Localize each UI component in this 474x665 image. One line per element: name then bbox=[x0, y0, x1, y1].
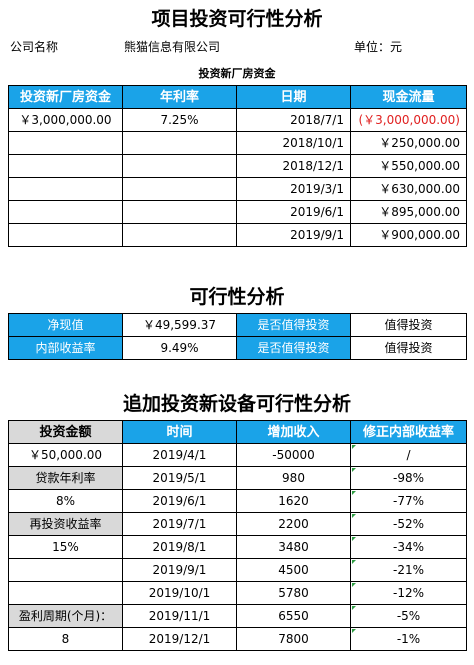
time-cell[interactable]: 2019/5/1 bbox=[122, 466, 237, 490]
mirr-cell[interactable]: -5% bbox=[350, 604, 467, 628]
worth-question: 是否值得投资 bbox=[236, 313, 351, 337]
left-cell[interactable] bbox=[8, 581, 123, 605]
worth-answer[interactable]: 值得投资 bbox=[350, 336, 467, 360]
npv-value[interactable]: ￥49,599.37 bbox=[122, 313, 237, 337]
income-cell[interactable]: 2200 bbox=[236, 512, 351, 536]
empty-cell[interactable] bbox=[122, 223, 237, 247]
time-cell[interactable]: 2019/6/1 bbox=[122, 489, 237, 513]
cash-cell[interactable]: ￥550,000.00 bbox=[350, 154, 467, 178]
worth-answer[interactable]: 值得投资 bbox=[350, 313, 467, 337]
header-cell: 增加收入 bbox=[236, 420, 351, 444]
income-cell[interactable]: 1620 bbox=[236, 489, 351, 513]
investment-amount[interactable]: ￥3,000,000.00 bbox=[8, 108, 123, 132]
page-title: 项目投资可行性分析 bbox=[151, 8, 323, 30]
cash-cell[interactable]: ￥250,000.00 bbox=[350, 131, 467, 155]
mirr-cell[interactable]: -1% bbox=[350, 627, 467, 651]
irr-value[interactable]: 9.49% bbox=[122, 336, 237, 360]
header-cell: 现金流量 bbox=[350, 85, 467, 109]
company-name: 熊猫信息有限公司 bbox=[124, 40, 221, 54]
cash-cell[interactable]: (￥3,000,000.00) bbox=[350, 108, 467, 132]
empty-cell[interactable] bbox=[122, 154, 237, 178]
income-cell[interactable]: 4500 bbox=[236, 558, 351, 582]
empty-cell[interactable] bbox=[8, 200, 123, 224]
left-cell[interactable]: ￥50,000.00 bbox=[8, 443, 123, 467]
empty-cell[interactable] bbox=[8, 223, 123, 247]
feasibility-table: 净现值 ￥49,599.37 是否值得投资 值得投资 内部收益率 9.49% 是… bbox=[8, 313, 467, 360]
time-cell[interactable]: 2019/10/1 bbox=[122, 581, 237, 605]
header-cell: 时间 bbox=[122, 420, 237, 444]
irr-label: 内部收益率 bbox=[8, 336, 123, 360]
left-cell[interactable]: 8% bbox=[8, 489, 123, 513]
empty-cell[interactable] bbox=[8, 177, 123, 201]
cash-cell[interactable]: ￥900,000.00 bbox=[350, 223, 467, 247]
left-cell[interactable]: 15% bbox=[8, 535, 123, 559]
income-cell[interactable]: -50000 bbox=[236, 443, 351, 467]
empty-cell[interactable] bbox=[122, 200, 237, 224]
left-cell[interactable] bbox=[8, 558, 123, 582]
income-cell[interactable]: 6550 bbox=[236, 604, 351, 628]
date-cell[interactable]: 2019/3/1 bbox=[236, 177, 351, 201]
date-cell[interactable]: 2019/6/1 bbox=[236, 200, 351, 224]
cash-cell[interactable]: ￥895,000.00 bbox=[350, 200, 467, 224]
cash-cell[interactable]: ￥630,000.00 bbox=[350, 177, 467, 201]
time-cell[interactable]: 2019/4/1 bbox=[122, 443, 237, 467]
investment-table: 投资新厂房资金 年利率 日期 现金流量 ￥3,000,000.00 7.25% … bbox=[8, 85, 467, 247]
header-cell: 投资新厂房资金 bbox=[8, 85, 123, 109]
date-cell[interactable]: 2018/7/1 bbox=[236, 108, 351, 132]
left-cell: 贷款年利率 bbox=[8, 466, 123, 490]
mirr-cell[interactable]: -98% bbox=[350, 466, 467, 490]
unit-label: 单位：元 bbox=[354, 40, 403, 54]
empty-cell[interactable] bbox=[122, 177, 237, 201]
mirr-cell[interactable]: -34% bbox=[350, 535, 467, 559]
company-label: 公司名称 bbox=[10, 40, 59, 54]
section2-title: 可行性分析 bbox=[189, 286, 285, 308]
date-cell[interactable]: 2018/12/1 bbox=[236, 154, 351, 178]
header-cell: 投资金额 bbox=[8, 420, 123, 444]
time-cell[interactable]: 2019/12/1 bbox=[122, 627, 237, 651]
income-cell[interactable]: 5780 bbox=[236, 581, 351, 605]
header-cell: 日期 bbox=[236, 85, 351, 109]
mirr-cell[interactable]: -77% bbox=[350, 489, 467, 513]
empty-cell[interactable] bbox=[122, 131, 237, 155]
empty-cell[interactable] bbox=[8, 131, 123, 155]
time-cell[interactable]: 2019/7/1 bbox=[122, 512, 237, 536]
date-cell[interactable]: 2018/10/1 bbox=[236, 131, 351, 155]
income-cell[interactable]: 7800 bbox=[236, 627, 351, 651]
income-cell[interactable]: 3480 bbox=[236, 535, 351, 559]
header-cell: 年利率 bbox=[122, 85, 237, 109]
mirr-cell[interactable]: -12% bbox=[350, 581, 467, 605]
left-cell: 盈利周期(个月)： bbox=[8, 604, 123, 628]
npv-label: 净现值 bbox=[8, 313, 123, 337]
header-cell: 修正内部收益率 bbox=[350, 420, 467, 444]
empty-cell[interactable] bbox=[8, 154, 123, 178]
date-cell[interactable]: 2019/9/1 bbox=[236, 223, 351, 247]
left-cell: 再投资收益率 bbox=[8, 512, 123, 536]
mirr-cell[interactable]: / bbox=[350, 443, 467, 467]
income-cell[interactable]: 980 bbox=[236, 466, 351, 490]
annual-rate[interactable]: 7.25% bbox=[122, 108, 237, 132]
left-cell[interactable]: 8 bbox=[8, 627, 123, 651]
time-cell[interactable]: 2019/11/1 bbox=[122, 604, 237, 628]
time-cell[interactable]: 2019/9/1 bbox=[122, 558, 237, 582]
additional-investment-table: 投资金额 时间 增加收入 修正内部收益率 ￥50,000.00 2019/4/1… bbox=[8, 420, 467, 651]
mirr-cell[interactable]: -21% bbox=[350, 558, 467, 582]
worth-question: 是否值得投资 bbox=[236, 336, 351, 360]
section3-title: 追加投资新设备可行性分析 bbox=[122, 393, 351, 415]
time-cell[interactable]: 2019/8/1 bbox=[122, 535, 237, 559]
mirr-cell[interactable]: -52% bbox=[350, 512, 467, 536]
section1-subtitle: 投资新厂房资金 bbox=[198, 67, 276, 80]
